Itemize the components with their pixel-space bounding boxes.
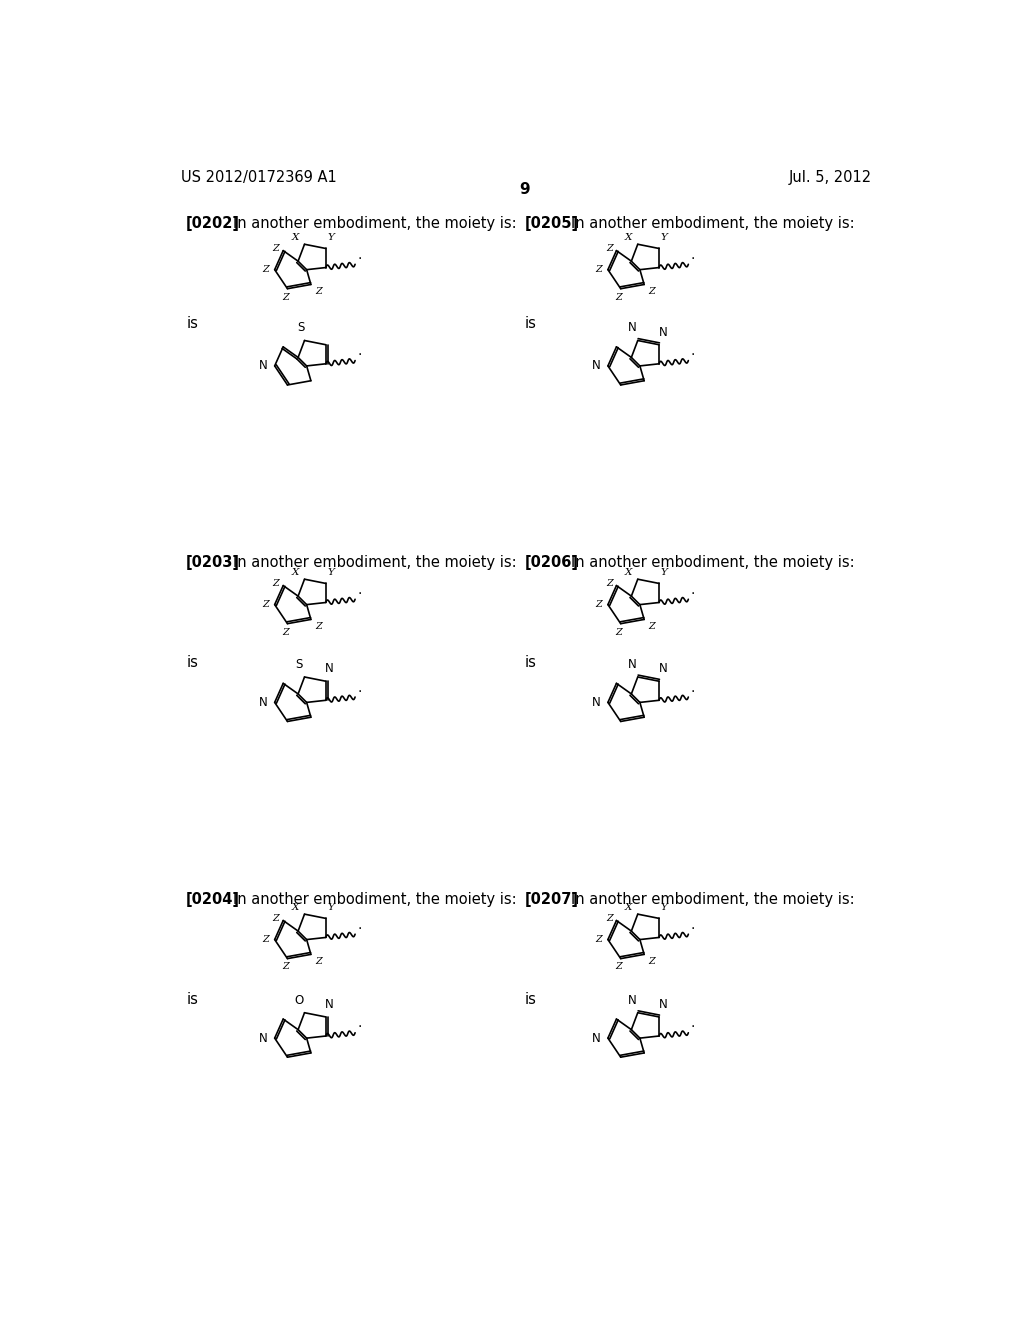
Text: Z: Z [282, 627, 289, 636]
Text: is: is [524, 655, 537, 671]
Text: US 2012/0172369 A1: US 2012/0172369 A1 [180, 170, 337, 185]
Text: [0202]: [0202] [186, 216, 240, 231]
Text: Z: Z [596, 601, 602, 609]
Text: X: X [625, 234, 633, 243]
Text: N: N [259, 1032, 267, 1044]
Text: X: X [292, 569, 299, 577]
Text: Z: Z [615, 293, 622, 301]
Text: .: . [690, 917, 695, 932]
Text: Z: Z [615, 962, 622, 972]
Text: Z: Z [606, 913, 612, 923]
Text: N: N [628, 321, 637, 334]
Text: N: N [592, 1032, 601, 1044]
Text: Z: Z [314, 286, 322, 296]
Text: Z: Z [648, 286, 654, 296]
Text: Z: Z [596, 265, 602, 275]
Text: Z: Z [314, 622, 322, 631]
Text: N: N [628, 657, 637, 671]
Text: Y: Y [328, 903, 334, 912]
Text: [0207]: [0207] [524, 891, 579, 907]
Text: is: is [186, 655, 198, 671]
Text: O: O [295, 994, 304, 1007]
Text: Z: Z [272, 913, 280, 923]
Text: In another embodiment, the moiety is:: In another embodiment, the moiety is: [232, 216, 516, 231]
Text: N: N [259, 696, 267, 709]
Text: .: . [357, 583, 361, 597]
Text: .: . [690, 248, 695, 261]
Text: Z: Z [282, 962, 289, 972]
Text: Z: Z [272, 244, 280, 253]
Text: .: . [690, 1016, 695, 1031]
Text: In another embodiment, the moiety is:: In another embodiment, the moiety is: [571, 556, 855, 570]
Text: Z: Z [262, 935, 269, 944]
Text: Jul. 5, 2012: Jul. 5, 2012 [788, 170, 872, 185]
Text: .: . [357, 1016, 361, 1031]
Text: [0205]: [0205] [524, 216, 579, 231]
Text: Y: Y [660, 569, 668, 577]
Text: [0206]: [0206] [524, 556, 579, 570]
Text: Z: Z [648, 957, 654, 966]
Text: .: . [690, 345, 695, 358]
Text: .: . [690, 681, 695, 694]
Text: .: . [357, 345, 361, 358]
Text: Y: Y [660, 903, 668, 912]
Text: is: is [524, 317, 537, 331]
Text: N: N [628, 994, 637, 1007]
Text: In another embodiment, the moiety is:: In another embodiment, the moiety is: [232, 891, 516, 907]
Text: Y: Y [328, 569, 334, 577]
Text: In another embodiment, the moiety is:: In another embodiment, the moiety is: [571, 216, 855, 231]
Text: is: is [524, 991, 537, 1007]
Text: In another embodiment, the moiety is:: In another embodiment, the moiety is: [571, 891, 855, 907]
Text: X: X [292, 903, 299, 912]
Text: Z: Z [596, 935, 602, 944]
Text: N: N [592, 696, 601, 709]
Text: Y: Y [328, 234, 334, 243]
Text: .: . [690, 583, 695, 597]
Text: [0204]: [0204] [186, 891, 240, 907]
Text: In another embodiment, the moiety is:: In another embodiment, the moiety is: [232, 556, 516, 570]
Text: Z: Z [272, 578, 280, 587]
Text: X: X [625, 903, 633, 912]
Text: Z: Z [262, 265, 269, 275]
Text: Z: Z [606, 578, 612, 587]
Text: S: S [297, 321, 304, 334]
Text: X: X [292, 234, 299, 243]
Text: .: . [357, 681, 361, 694]
Text: Y: Y [660, 234, 668, 243]
Text: Z: Z [282, 293, 289, 301]
Text: [0203]: [0203] [186, 556, 240, 570]
Text: N: N [658, 326, 668, 339]
Text: N: N [259, 359, 267, 372]
Text: Z: Z [314, 957, 322, 966]
Text: Z: Z [648, 622, 654, 631]
Text: 9: 9 [519, 182, 530, 197]
Text: .: . [357, 917, 361, 932]
Text: N: N [326, 998, 334, 1011]
Text: is: is [186, 991, 198, 1007]
Text: S: S [295, 657, 303, 671]
Text: N: N [658, 998, 668, 1011]
Text: Z: Z [606, 244, 612, 253]
Text: .: . [357, 248, 361, 261]
Text: N: N [592, 359, 601, 372]
Text: N: N [658, 663, 668, 675]
Text: X: X [625, 569, 633, 577]
Text: is: is [186, 317, 198, 331]
Text: Z: Z [262, 601, 269, 609]
Text: Z: Z [615, 627, 622, 636]
Text: N: N [326, 663, 334, 675]
